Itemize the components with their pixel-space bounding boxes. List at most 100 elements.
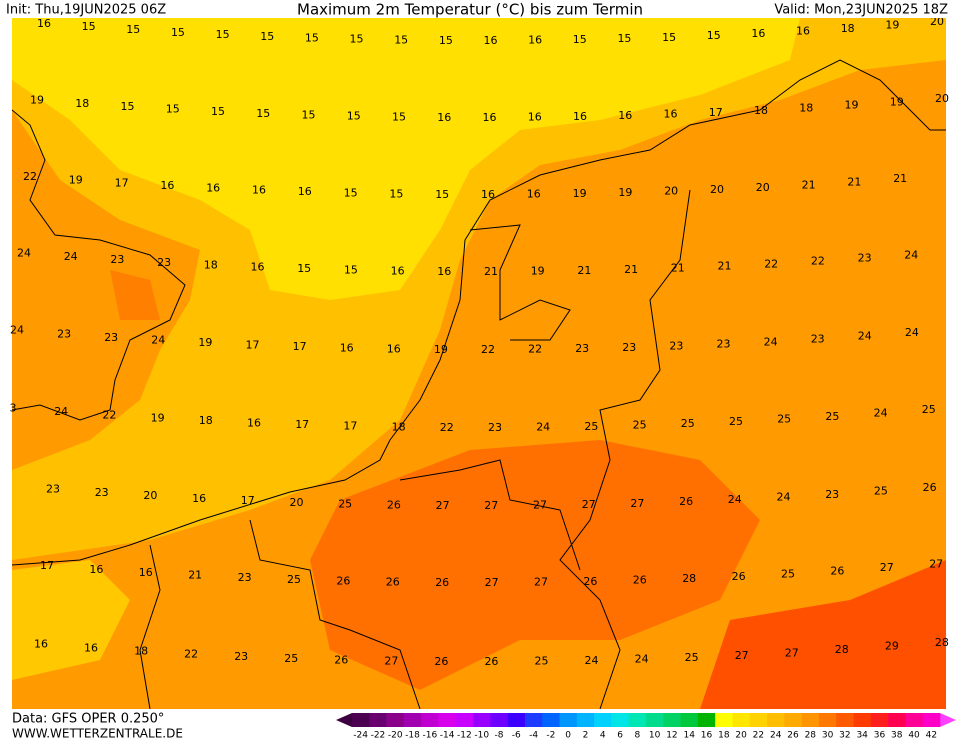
temp-label: 15	[211, 105, 225, 118]
colorbar-label: 6	[617, 731, 623, 741]
colorbar-label: 26	[787, 731, 799, 741]
temp-label: 19	[573, 187, 587, 200]
colorbar-label: -14	[440, 731, 455, 741]
temp-label: 26	[336, 574, 350, 587]
temp-label: 15	[297, 262, 311, 275]
temp-label: 27	[436, 499, 450, 512]
colorbar-box	[352, 713, 370, 727]
colorbar-box	[490, 713, 508, 727]
temp-label: 26	[732, 570, 746, 583]
colorbar-box	[369, 713, 387, 727]
temp-label: 16	[89, 563, 103, 576]
colorbar-label: 32	[839, 731, 850, 741]
temp-label: 23	[57, 327, 71, 340]
temp-label: 27	[534, 576, 548, 589]
colorbar-box	[715, 713, 733, 727]
temp-label: 17	[246, 338, 260, 351]
hot-land	[700, 560, 946, 709]
temp-label: 23	[234, 650, 248, 663]
temp-label: 23	[110, 253, 124, 266]
colorbar-box	[507, 713, 526, 727]
temp-label: 21	[671, 261, 685, 274]
temp-label: 15	[256, 107, 270, 120]
temp-label: 26	[334, 653, 348, 666]
temp-label: 20	[290, 496, 304, 509]
temp-label: 25	[685, 651, 699, 664]
temp-label: 16	[37, 17, 51, 30]
colorbar-box	[611, 713, 630, 727]
temp-label: 21	[802, 178, 816, 191]
temp-label: 15	[707, 29, 721, 42]
colorbar-box	[438, 713, 457, 727]
temp-label: 27	[630, 497, 644, 510]
temp-label: 27	[880, 561, 894, 574]
colorbar-box	[801, 713, 820, 727]
temp-label: 17	[709, 106, 723, 119]
temp-label: 20	[935, 92, 949, 105]
temp-label: 27	[735, 649, 749, 662]
coastline	[11, 59, 946, 566]
temp-label: 26	[830, 565, 844, 578]
temp-label: 24	[764, 335, 778, 348]
temp-label: 23	[95, 486, 109, 499]
temp-label: 21	[188, 569, 202, 582]
temp-label: 25	[681, 417, 695, 430]
temp-label: 24	[635, 653, 649, 666]
temp-label: 19	[845, 99, 859, 112]
temp-label: 24	[728, 493, 742, 506]
colorbar-arrow	[940, 713, 956, 727]
temp-label: 20	[664, 185, 678, 198]
temp-label: 19	[618, 186, 632, 199]
colorbar-label: 2	[583, 731, 589, 741]
temp-label: 16	[251, 261, 265, 274]
temp-label: 27	[533, 499, 547, 512]
temp-label: 29	[885, 640, 899, 653]
temp-label: 15	[617, 32, 631, 45]
temp-label: 25	[287, 573, 301, 586]
temp-label: 17	[343, 419, 357, 432]
colorbar-label: 18	[718, 731, 730, 741]
temp-label: 23	[858, 252, 872, 265]
temp-label: 16	[160, 179, 174, 192]
colorbar-label: 24	[770, 731, 782, 741]
temp-label: 16	[437, 111, 451, 124]
cool-sea	[12, 18, 800, 300]
colorbar-label: -2	[546, 731, 555, 741]
temp-label: 18	[204, 258, 218, 271]
temp-label: 3	[10, 401, 17, 414]
colorbar-label: 8	[634, 731, 640, 741]
temp-label: 15	[392, 110, 406, 123]
temp-label: 25	[777, 413, 791, 426]
colorbar-box	[697, 713, 716, 727]
temp-label: 24	[10, 324, 24, 337]
temp-label: 17	[295, 418, 309, 431]
temp-label: 23	[488, 421, 502, 434]
temp-label: 21	[718, 260, 732, 273]
colorbar-label: 14	[684, 731, 696, 741]
temp-label: 17	[293, 340, 307, 353]
temp-label: 26	[435, 576, 449, 589]
temp-label: 23	[238, 571, 252, 584]
temp-label: 15	[216, 28, 230, 41]
temp-label: 16	[139, 566, 153, 579]
temp-label: 25	[874, 485, 888, 498]
colorbar-box	[576, 713, 595, 727]
colorbar-label: -20	[388, 731, 403, 741]
temp-label: 18	[799, 101, 813, 114]
temp-label: 24	[536, 421, 550, 434]
temp-label: 16	[573, 110, 587, 123]
colorbar-label: 40	[908, 731, 920, 741]
temp-label: 23	[46, 483, 60, 496]
temp-label: 23	[669, 340, 683, 353]
colorbar-box	[403, 713, 422, 727]
colorbar-label: -16	[422, 731, 437, 741]
temp-label: 23	[717, 338, 731, 351]
colorbar-label: -6	[512, 731, 521, 741]
colorbar-label: 4	[600, 731, 606, 741]
temp-label: 26	[633, 574, 647, 587]
temp-label: 20	[143, 489, 157, 502]
colorbar-box	[853, 713, 872, 727]
temp-label: 21	[847, 175, 861, 188]
